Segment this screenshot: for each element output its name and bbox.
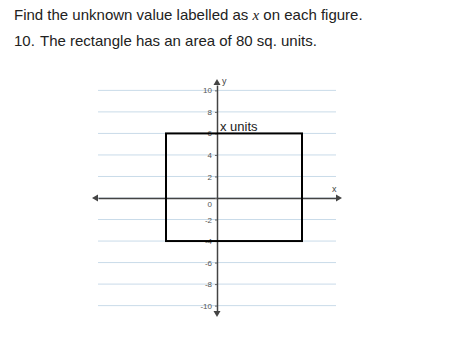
y-tick-mark: [215, 155, 217, 156]
y-tick: 10: [203, 86, 217, 95]
y-tick-mark: [215, 90, 217, 91]
plot-area: [166, 133, 302, 241]
y-tick-mark: [215, 112, 217, 113]
y-tick: -2: [205, 216, 217, 225]
y-tick-mark: [215, 198, 217, 199]
axis-arrows: [92, 79, 342, 317]
arrow-head: [214, 311, 221, 317]
instruction: Find the unknown value labelled as x on …: [14, 6, 363, 23]
y-tick-label: 0: [208, 200, 213, 209]
y-tick-label: 8: [208, 108, 213, 117]
y-tick-label: 2: [208, 173, 213, 182]
y-tick: 4: [208, 151, 217, 160]
y-tick: -6: [205, 259, 217, 268]
instruction-part: on each figure.: [259, 6, 362, 23]
y-tick: 8: [208, 108, 217, 117]
instruction-part: Find the unknown value labelled as: [14, 6, 253, 23]
y-tick: 2: [208, 173, 217, 182]
y-tick-label: -8: [205, 280, 213, 289]
y-tick-mark: [215, 176, 217, 177]
x-axis-label: x: [332, 184, 337, 194]
y-tick-label: -2: [205, 216, 213, 225]
canvas: Find the unknown value labelled as x on …: [0, 0, 464, 338]
arrow-head: [336, 195, 342, 202]
y-tick-mark: [215, 220, 217, 221]
problem-number: 10.: [14, 32, 35, 49]
y-tick-label: 10: [203, 86, 212, 95]
y-tick-label: -6: [205, 259, 213, 268]
problem-text: The rectangle has an area of 80 sq. unit…: [40, 32, 317, 49]
y-axis: -10-8-6-4-20246810: [200, 86, 217, 312]
rectangle: [166, 133, 302, 241]
y-axis-label: y: [222, 76, 227, 86]
y-tick-label: -10: [200, 302, 212, 311]
y-tick-mark: [215, 306, 217, 307]
y-tick-mark: [215, 263, 217, 264]
y-tick-mark: [215, 284, 217, 285]
annotation: x units: [220, 119, 258, 134]
y-tick: 0: [208, 199, 217, 210]
arrow-head: [214, 79, 221, 85]
arrow-head: [92, 195, 98, 202]
y-tick: -8: [205, 280, 217, 289]
y-tick: -10: [200, 302, 217, 311]
y-tick-label: 4: [208, 151, 213, 160]
